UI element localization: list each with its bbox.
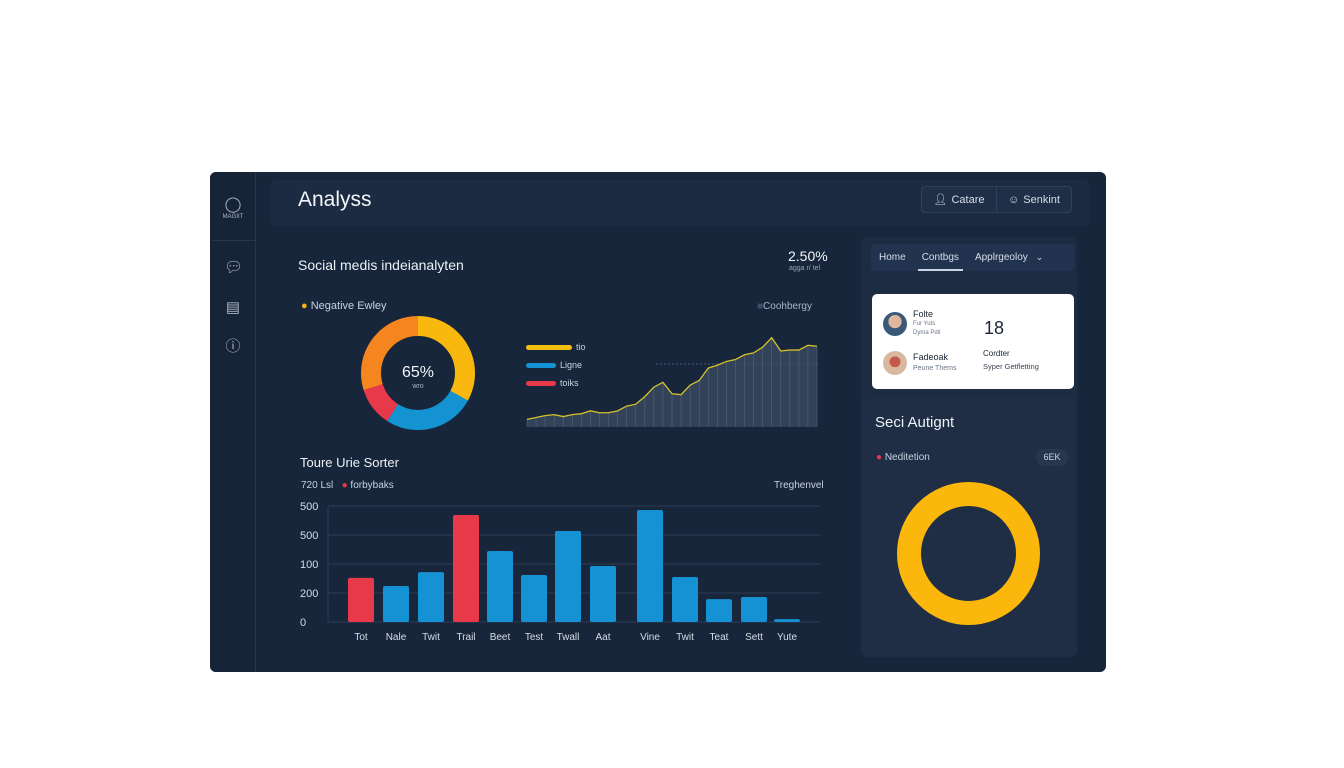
clipboard-icon[interactable]: ▤	[225, 299, 241, 316]
x-tick-label: Twall	[557, 632, 580, 643]
button-label: Senkint	[1023, 193, 1060, 206]
contact-line: Dyma Pdil	[913, 330, 941, 336]
legend-label: tio	[576, 342, 586, 352]
alert-icon[interactable]: ⓘ	[225, 338, 241, 355]
sidebar	[210, 172, 256, 672]
legend-label: Negative Ewley	[310, 300, 387, 312]
contact-count: 18	[984, 318, 1005, 338]
avatar[interactable]	[883, 312, 907, 336]
donut-center-value: 65%	[401, 364, 435, 381]
tab-bar: Home Contbgs Applrgeoloy ⌄	[871, 244, 1074, 271]
x-tick-label: Twit	[422, 632, 440, 643]
legend-label: Neditetion	[884, 452, 930, 463]
donut-center-label: wro	[412, 383, 424, 390]
area-legend-right: ■Coohbergy	[757, 301, 812, 312]
bar-twit[interactable]	[672, 577, 698, 622]
tab-applrgeoloy[interactable]: Applrgeoloy	[974, 252, 1028, 263]
contact-name[interactable]: Fadeoak	[913, 352, 949, 362]
y-tick-label: 0	[300, 617, 306, 629]
contact-line: Peune Thems	[913, 365, 957, 372]
sentiment-legend: ● Neditetion	[876, 452, 930, 463]
sentiment-title: Seci Autignt	[875, 414, 955, 431]
bar-teat[interactable]	[706, 599, 732, 622]
bar-beet[interactable]	[487, 550, 513, 622]
button-label: Catare	[951, 193, 985, 206]
legend-dot: ●	[876, 452, 883, 463]
x-tick-label: Test	[525, 632, 544, 643]
area-line	[526, 336, 818, 421]
donut-segment	[361, 316, 475, 430]
donut-legend: ● Negative Ewley	[301, 300, 387, 312]
legend-label: Coohbergy	[763, 301, 812, 312]
chevron-down-icon[interactable]: ⌄	[1035, 252, 1044, 262]
donut-segment	[361, 316, 475, 430]
user-icon: 👤︎	[933, 194, 948, 206]
y-tick-label: 200	[300, 588, 318, 600]
bar-aat[interactable]	[590, 566, 616, 622]
tab-contbgs[interactable]: Contbgs	[914, 244, 967, 271]
subtitle-left: 720 Lsl	[301, 480, 334, 491]
donut-chart	[361, 316, 475, 430]
page-title: Analyss	[298, 188, 372, 211]
legend-label: forbybaks	[350, 480, 394, 491]
contact-right-sub: Syper Getfletting	[983, 362, 1039, 371]
chat-icon[interactable]: 💬︎	[224, 259, 244, 276]
contacts-card: Folte Fur Yuts Dyma Pdil Fadeoak Peune T…	[872, 294, 1074, 389]
bar-vine[interactable]	[637, 510, 663, 622]
legend-label: Ligne	[560, 360, 583, 370]
x-tick-label: Tot	[354, 632, 368, 643]
sentiment-ring	[897, 482, 1040, 625]
x-tick-label: Nale	[386, 632, 407, 643]
x-tick-label: Aat	[595, 632, 610, 643]
y-tick-label: 500	[300, 530, 318, 542]
brand-name: MAGIIT	[222, 214, 244, 220]
bar-tot[interactable]	[348, 577, 374, 622]
bar-trail[interactable]	[453, 514, 479, 622]
sidebar-divider	[212, 240, 256, 241]
area-chart-legend: tio Ligne toiks	[526, 338, 586, 392]
bar-sett[interactable]	[741, 597, 767, 622]
bar-chart-right-label: Treghenvel	[774, 480, 824, 491]
contact-line: Fur Yuts	[913, 321, 936, 327]
bar-twall[interactable]	[555, 530, 581, 622]
sentiment-badge: 6EK	[1036, 449, 1068, 466]
overview-title: Social medis indeianalyten	[298, 257, 464, 273]
x-tick-label: Sett	[745, 632, 763, 643]
x-tick-label: Vine	[640, 632, 660, 643]
catare-button[interactable]: 👤︎ Catare	[922, 187, 997, 212]
avatar[interactable]	[883, 351, 907, 375]
senkint-button[interactable]: ☺ Senkint	[997, 187, 1071, 212]
x-tick-label: Teat	[710, 632, 729, 643]
brand-logo-icon: ◯	[224, 196, 242, 213]
bar-twit[interactable]	[418, 572, 444, 622]
x-tick-label: Beet	[490, 632, 511, 643]
bar-nale[interactable]	[383, 586, 409, 622]
bar-chart-title: Toure Urie Sorter	[300, 455, 399, 470]
header-button-group: 👤︎ Catare ☺ Senkint	[921, 186, 1072, 213]
legend-dot: ●	[341, 480, 348, 491]
y-tick-label: 100	[300, 559, 318, 571]
stat-label: agga r/ tel	[789, 265, 821, 272]
contact-name[interactable]: Folte	[913, 309, 934, 319]
x-tick-label: Yute	[777, 632, 797, 643]
y-tick-label: 500	[300, 501, 318, 513]
legend-swatch	[526, 362, 556, 368]
x-tick-label: Trail	[456, 632, 475, 643]
bar-yute[interactable]	[774, 619, 800, 622]
tab-home[interactable]: Home	[879, 252, 906, 263]
bar-chart: 0 200 100 500 500 Tot Nale Twit Trail Beet Test Twa…	[300, 501, 821, 643]
area-chart	[526, 336, 818, 427]
bar-chart-subtitle: 720 Lsl ● forbybaks	[301, 480, 394, 491]
bar-test[interactable]	[521, 575, 547, 622]
contact-right-title: Cordter	[983, 349, 1010, 358]
legend-swatch	[526, 344, 572, 350]
legend-dot: ●	[301, 300, 308, 312]
legend-label: toiks	[560, 378, 579, 388]
stat-value: 2.50%	[788, 248, 828, 264]
legend-square: ■	[757, 301, 764, 312]
smiley-icon: ☺	[1008, 193, 1020, 206]
legend-swatch	[526, 380, 556, 386]
x-tick-label: Twit	[676, 632, 694, 643]
